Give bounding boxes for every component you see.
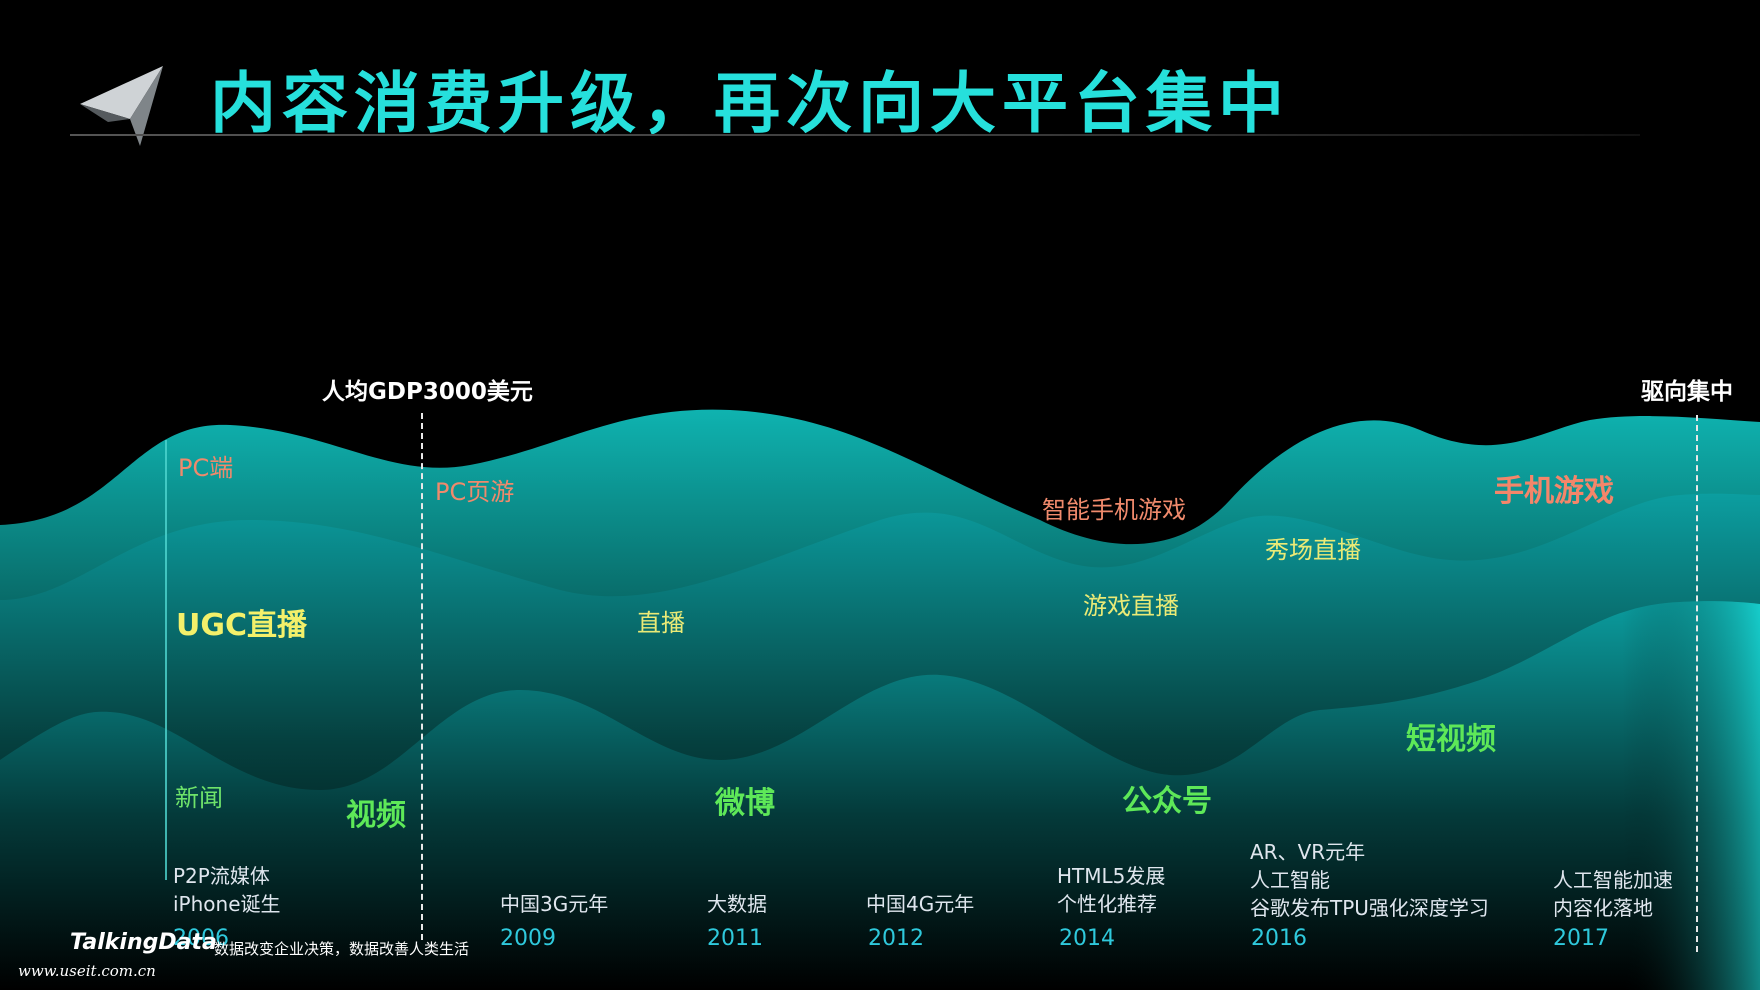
band-label-game-live: 游戏直播 — [1083, 592, 1179, 620]
timeline-event-2012: 中国4G元年 — [866, 892, 975, 916]
timeline-event-2011: 大数据 — [707, 892, 767, 916]
timeline-year-2006: 2006 — [173, 926, 229, 951]
band-label-live: 直播 — [637, 609, 685, 637]
gdp-marker-line — [421, 413, 423, 940]
timeline-event-2009: 中国3G元年 — [500, 892, 609, 916]
band-label-official-account: 公众号 — [1122, 784, 1212, 819]
band-label-smartphone-game: 智能手机游戏 — [1042, 496, 1186, 524]
start-line — [165, 440, 167, 880]
timeline-year-2014: 2014 — [1059, 926, 1115, 951]
band-label-mobile-game: 手机游戏 — [1494, 474, 1614, 509]
timeline-event-2006: P2P流媒体 iPhone诞生 — [173, 864, 281, 916]
band-label-ugc-live: UGC直播 — [176, 608, 308, 643]
brand-slogan: 数据改变企业决策，数据改善人类生活 — [214, 940, 470, 958]
timeline-year-2012: 2012 — [868, 926, 924, 951]
timeline-year-2017: 2017 — [1553, 926, 1609, 951]
timeline-year-2016: 2016 — [1251, 926, 1307, 951]
page-title: 内容消费升级，再次向大平台集中 — [210, 65, 1290, 142]
gdp-marker-label: 人均GDP3000美元 — [322, 379, 533, 405]
timeline-event-2017: 人工智能加速 内容化落地 — [1553, 868, 1673, 920]
concentrate-marker-line — [1696, 415, 1698, 952]
timeline-event-2016: AR、VR元年 人工智能 谷歌发布TPU强化深度学习 — [1250, 840, 1489, 920]
band-label-short-video: 短视频 — [1406, 722, 1496, 757]
paper-plane-icon — [80, 66, 163, 146]
bottom-wave-glow — [1300, 601, 1760, 990]
band-label-video: 视频 — [346, 798, 406, 833]
timeline-event-2014: HTML5发展 个性化推荐 — [1057, 864, 1166, 916]
band-label-pc-webgame: PC页游 — [435, 478, 515, 506]
band-label-show-live: 秀场直播 — [1265, 536, 1361, 564]
title-divider — [70, 134, 1640, 136]
site-watermark: www.useit.com.cn — [18, 962, 156, 980]
brand-logo: TalkingData — [70, 930, 217, 955]
concentrate-marker-label: 驱向集中 — [1641, 379, 1733, 405]
timeline-year-2009: 2009 — [500, 926, 556, 951]
timeline-year-2011: 2011 — [707, 926, 763, 951]
band-label-pc: PC端 — [178, 454, 234, 482]
band-label-weibo: 微博 — [715, 786, 775, 821]
band-label-news: 新闻 — [175, 784, 223, 812]
